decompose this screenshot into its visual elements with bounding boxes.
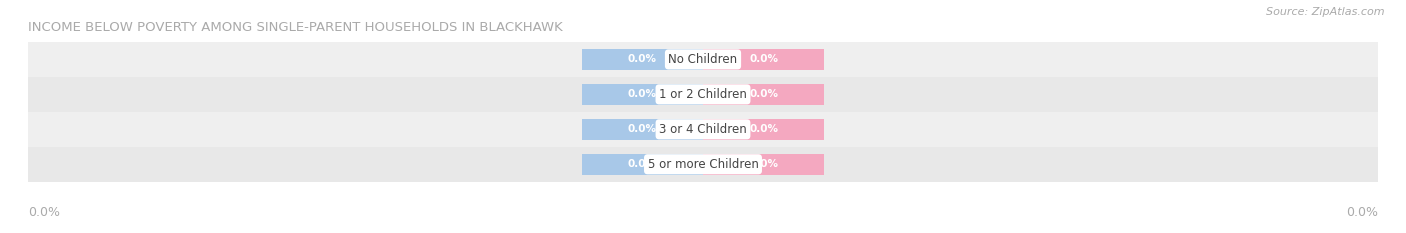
Text: 0.0%: 0.0% — [627, 55, 657, 64]
Bar — [28, 77, 1378, 112]
Text: 0.0%: 0.0% — [627, 124, 657, 134]
Legend: Single Father, Single Mother: Single Father, Single Mother — [583, 229, 823, 233]
Bar — [582, 154, 703, 175]
Text: 0.0%: 0.0% — [1346, 206, 1378, 219]
Text: 0.0%: 0.0% — [749, 89, 779, 99]
Text: 0.0%: 0.0% — [749, 159, 779, 169]
Text: 1 or 2 Children: 1 or 2 Children — [659, 88, 747, 101]
Text: 3 or 4 Children: 3 or 4 Children — [659, 123, 747, 136]
Bar — [582, 119, 703, 140]
Bar — [582, 49, 703, 70]
Text: 0.0%: 0.0% — [28, 206, 60, 219]
Text: Source: ZipAtlas.com: Source: ZipAtlas.com — [1267, 7, 1385, 17]
Text: 0.0%: 0.0% — [627, 159, 657, 169]
Bar — [582, 84, 703, 105]
Text: 5 or more Children: 5 or more Children — [648, 158, 758, 171]
Bar — [703, 119, 824, 140]
Bar — [703, 49, 824, 70]
Text: 0.0%: 0.0% — [627, 89, 657, 99]
Text: 0.0%: 0.0% — [749, 124, 779, 134]
Bar — [28, 112, 1378, 147]
Text: No Children: No Children — [668, 53, 738, 66]
Bar — [28, 42, 1378, 77]
Bar — [703, 84, 824, 105]
Bar — [703, 154, 824, 175]
Text: INCOME BELOW POVERTY AMONG SINGLE-PARENT HOUSEHOLDS IN BLACKHAWK: INCOME BELOW POVERTY AMONG SINGLE-PARENT… — [28, 21, 562, 34]
Bar — [28, 147, 1378, 182]
Text: 0.0%: 0.0% — [749, 55, 779, 64]
